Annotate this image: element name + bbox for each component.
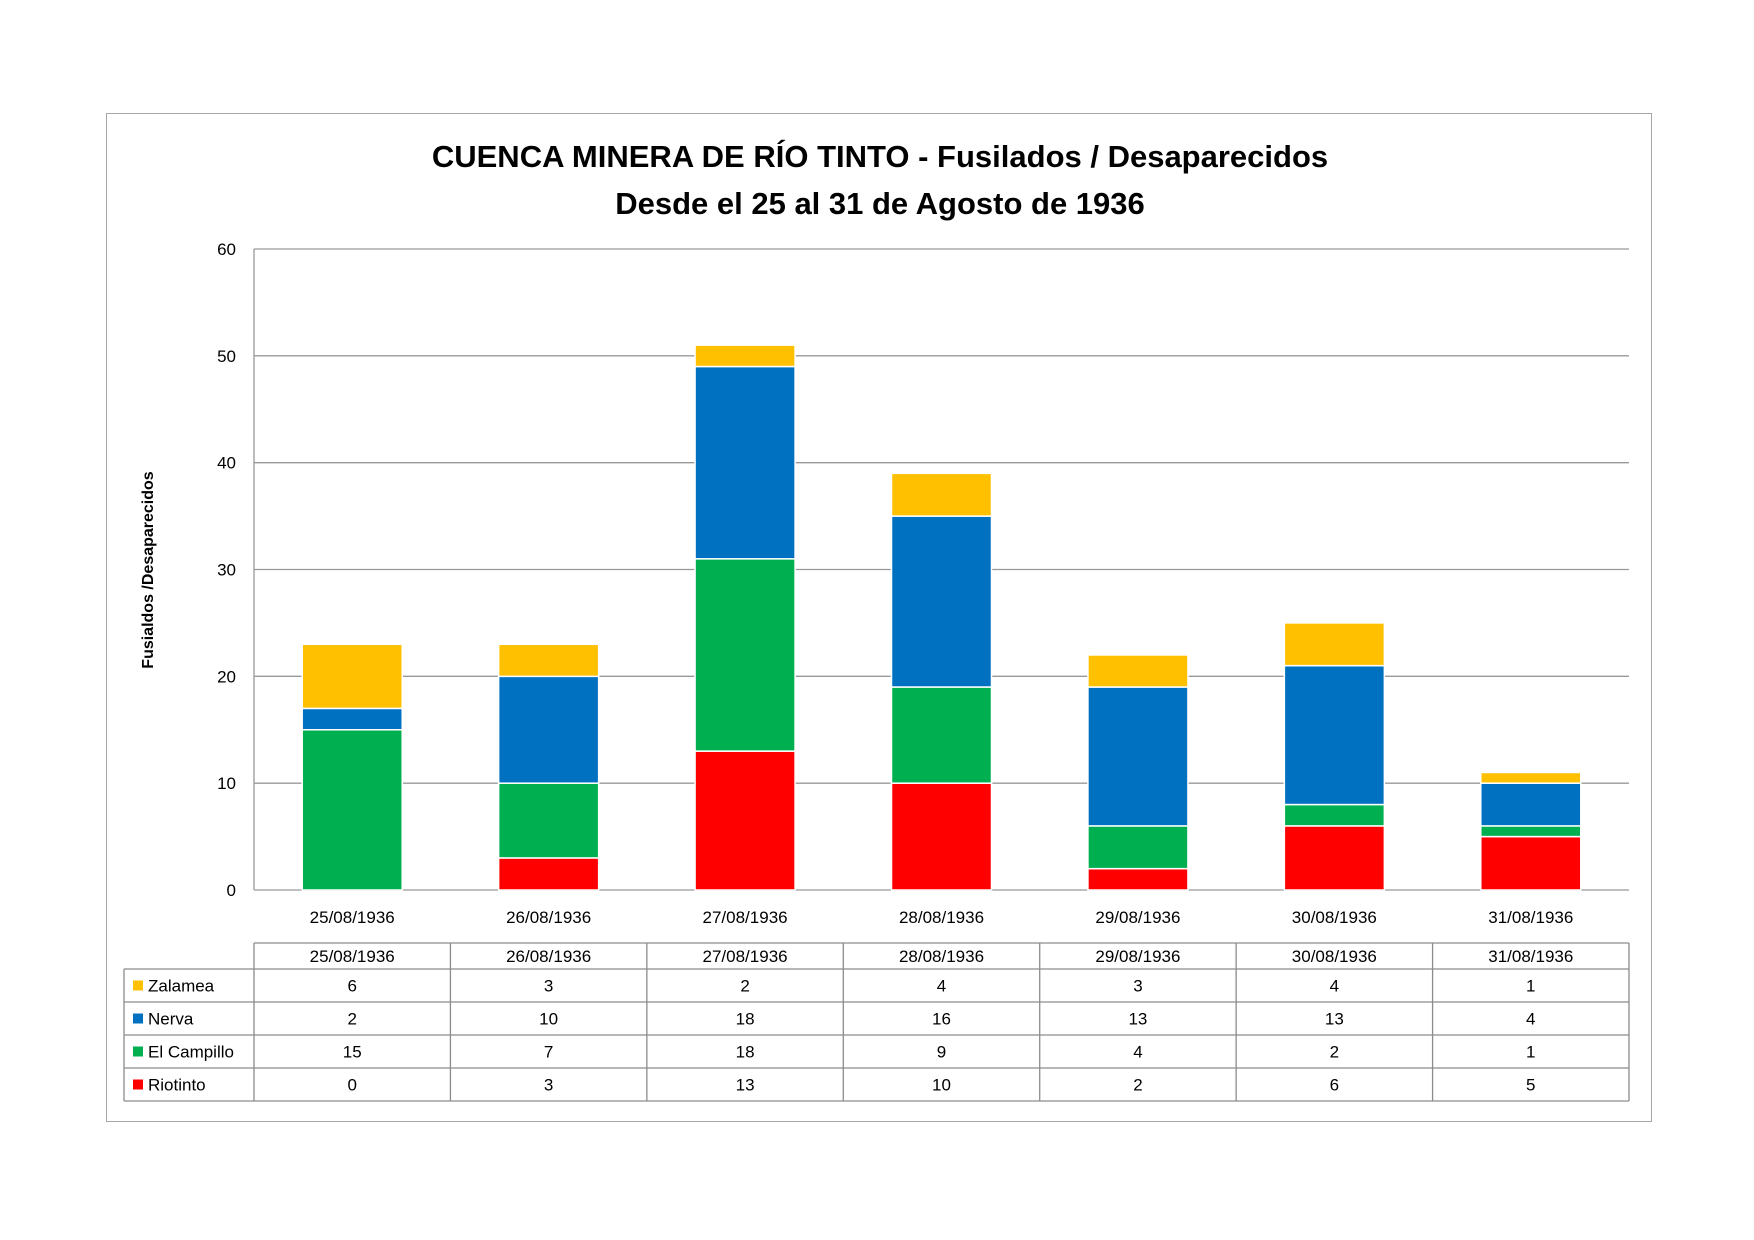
table-cell-value: 9 xyxy=(937,1043,946,1062)
table-header-date: 27/08/1936 xyxy=(703,947,788,966)
bar-segment-el-campillo xyxy=(1283,803,1386,827)
x-tick-label: 31/08/1936 xyxy=(1488,908,1573,927)
bar-segment-riotinto xyxy=(694,750,796,891)
table-cell-value: 10 xyxy=(539,1010,558,1029)
bars xyxy=(301,344,1582,891)
y-tick-label: 30 xyxy=(217,561,236,580)
table-cell-value: 4 xyxy=(937,977,946,996)
stacked-bar-chart: CUENCA MINERA DE RÍO TINTO - Fusilados /… xyxy=(123,139,1630,1102)
bar-segment-nerva xyxy=(1283,664,1386,806)
table-cell-value: 2 xyxy=(1133,1076,1142,1095)
table-cell-value: 18 xyxy=(736,1043,755,1062)
x-tick-label: 26/08/1936 xyxy=(506,908,591,927)
table-header-date: 28/08/1936 xyxy=(899,947,984,966)
legend-key-riotinto xyxy=(133,1079,143,1090)
table-cell-value: 3 xyxy=(544,977,553,996)
y-tick-label: 0 xyxy=(227,881,236,900)
table-cell-value: 2 xyxy=(740,977,749,996)
y-axis-label: Fusialdos /Desaparecidos xyxy=(140,471,157,669)
table-cell-value: 3 xyxy=(1133,977,1142,996)
y-tick-label: 20 xyxy=(217,667,236,686)
y-axis-ticks: 0 10 20 30 40 50 60 xyxy=(217,240,236,900)
bar-segment-riotinto xyxy=(1283,825,1386,891)
table-cell-value: 6 xyxy=(1330,1076,1339,1095)
bar-segment-nerva xyxy=(301,707,403,731)
legend-label: Zalamea xyxy=(148,977,215,996)
bar-segment-zalamea xyxy=(694,344,796,368)
bar-segment-riotinto xyxy=(1087,867,1189,891)
bar-segment-riotinto xyxy=(497,857,600,891)
chart-subtitle: Desde el 25 al 31 de Agosto de 1936 xyxy=(615,186,1145,221)
table-cell-value: 15 xyxy=(343,1043,362,1062)
data-table: 25/08/1936 26/08/1936 27/08/1936 28/08/1936… xyxy=(123,942,1630,1102)
table-cell-value: 7 xyxy=(544,1043,553,1062)
bar-segment-zalamea xyxy=(497,643,600,678)
legend-label: Nerva xyxy=(148,1010,194,1029)
bar-segment-el-campillo xyxy=(1087,825,1189,870)
table-header-date: 25/08/1936 xyxy=(310,947,395,966)
bar-segment-nerva xyxy=(1480,782,1582,827)
chart-frame: CUENCA MINERA DE RÍO TINTO - Fusilados /… xyxy=(106,113,1652,1122)
table-header-date: 31/08/1936 xyxy=(1488,947,1573,966)
x-tick-label: 25/08/1936 xyxy=(310,908,395,927)
legend-label: Riotinto xyxy=(148,1076,206,1095)
y-tick-label: 60 xyxy=(217,240,236,259)
bar-segment-el-campillo xyxy=(694,558,796,752)
table-cell-value: 3 xyxy=(544,1076,553,1095)
bar-segment-nerva xyxy=(890,515,993,688)
bar-segment-zalamea xyxy=(1480,771,1582,784)
bar-segment-el-campillo xyxy=(497,782,600,859)
bar-segment-riotinto xyxy=(1480,835,1582,891)
x-tick-label: 30/08/1936 xyxy=(1292,908,1377,927)
table-header-date: 30/08/1936 xyxy=(1292,947,1377,966)
table-cell-value: 4 xyxy=(1133,1043,1142,1062)
x-axis-ticks: 25/08/1936 26/08/1936 27/08/1936 28/08/1936… xyxy=(310,908,1574,927)
legend-label: El Campillo xyxy=(148,1043,234,1062)
table-cell-value: 4 xyxy=(1330,977,1339,996)
table-cell-value: 0 xyxy=(347,1076,356,1095)
x-tick-label: 28/08/1936 xyxy=(899,908,984,927)
legend-key-nerva xyxy=(133,1013,143,1024)
bar-segment-nerva xyxy=(497,675,600,784)
y-tick-label: 50 xyxy=(217,347,236,366)
legend-key-el-campillo xyxy=(133,1046,143,1057)
x-tick-label: 27/08/1936 xyxy=(703,908,788,927)
table-cell-value: 13 xyxy=(1128,1010,1147,1029)
y-tick-label: 40 xyxy=(217,454,236,473)
bar-segment-el-campillo xyxy=(301,729,403,891)
bar-segment-nerva xyxy=(1087,686,1189,827)
bar-segment-zalamea xyxy=(890,472,993,517)
table-cell-value: 10 xyxy=(932,1076,951,1095)
bar-segment-el-campillo xyxy=(1480,825,1582,838)
table-header-date: 26/08/1936 xyxy=(506,947,591,966)
table-cell-value: 2 xyxy=(1330,1043,1339,1062)
table-cell-value: 2 xyxy=(347,1010,356,1029)
bar-segment-zalamea xyxy=(301,643,403,710)
table-cell-value: 5 xyxy=(1526,1076,1535,1095)
table-cell-value: 13 xyxy=(1325,1010,1344,1029)
bar-segment-el-campillo xyxy=(890,686,993,784)
chart-title: CUENCA MINERA DE RÍO TINTO - Fusilados /… xyxy=(432,139,1328,174)
table-cell-value: 18 xyxy=(736,1010,755,1029)
bar-segment-nerva xyxy=(694,365,796,560)
y-tick-label: 10 xyxy=(217,774,236,793)
table-header-date: 29/08/1936 xyxy=(1095,947,1180,966)
table-cell-value: 1 xyxy=(1526,977,1535,996)
x-tick-label: 29/08/1936 xyxy=(1095,908,1180,927)
table-cell-value: 6 xyxy=(347,977,356,996)
bar-segment-zalamea xyxy=(1283,622,1386,667)
table-cell-value: 4 xyxy=(1526,1010,1535,1029)
legend-key-zalamea xyxy=(133,980,143,991)
table-cell-value: 1 xyxy=(1526,1043,1535,1062)
bar-segment-zalamea xyxy=(1087,654,1189,688)
table-cell-value: 13 xyxy=(736,1076,755,1095)
table-cell-value: 16 xyxy=(932,1010,951,1029)
bar-segment-riotinto xyxy=(890,782,993,891)
